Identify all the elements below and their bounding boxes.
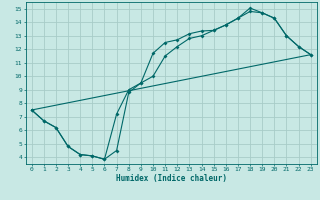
X-axis label: Humidex (Indice chaleur): Humidex (Indice chaleur)	[116, 174, 227, 183]
